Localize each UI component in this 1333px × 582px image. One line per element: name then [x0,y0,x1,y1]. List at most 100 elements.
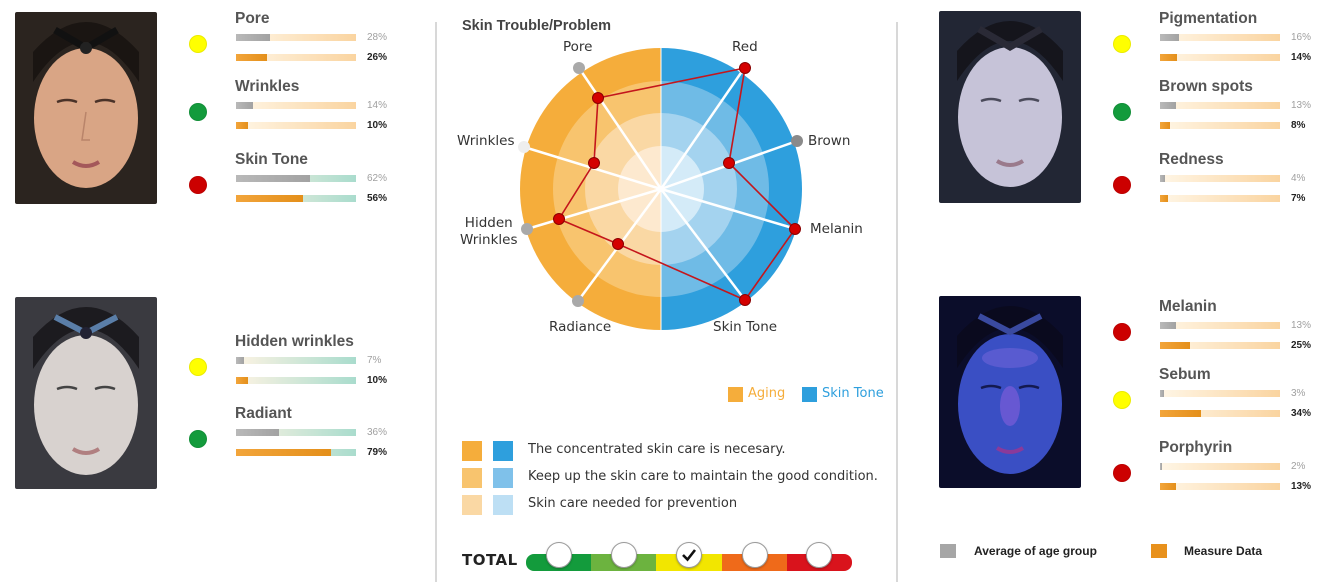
average-bar-fill [1160,390,1164,397]
measure-bar-fill [1160,54,1177,61]
status-dot [1113,176,1131,194]
legend-aging-label: Aging [748,386,786,401]
radar-data-points [553,62,801,306]
status-dot [1113,323,1131,341]
average-bar [236,357,356,364]
metric-name: Redness [1159,151,1224,168]
legend-skintone-label: Skin Tone [822,386,884,401]
radar-label-brown: Brown [808,133,851,149]
radar-label-pore: Pore [563,39,593,55]
average-bar [1160,322,1280,329]
metric-wrinkles: Wrinkles 14% 10% [189,78,419,142]
metric-skin-tone: Skin Tone 62% 56% [189,151,419,215]
rec-skintone-swatch [493,468,513,488]
skintone-ring-inner [661,146,704,232]
radar-label-radiance: Radiance [549,319,612,335]
average-value: 62% [367,173,388,184]
measure-value: 34% [1291,408,1312,419]
measure-bar-fill [1160,410,1201,417]
measure-bar-fill [236,377,248,384]
scale-marker-checked [676,542,702,568]
scale-marker [611,542,637,568]
checkmark-icon [682,549,697,562]
status-dot [189,176,207,194]
average-value: 7% [367,355,382,366]
status-dot [1113,35,1131,53]
recommendation-text: The concentrated skin care is necesary. [528,442,786,457]
legend-average-swatch [940,544,956,558]
average-bar-fill [236,34,270,41]
measure-bar [1160,122,1280,129]
radar-label-hidden-wrinkles: Hidden Wrinkles [460,215,518,248]
radar-label-melanin: Melanin [810,221,863,237]
measure-bar-fill [1160,122,1170,129]
measure-bar [236,122,356,129]
right-divider [896,22,898,582]
measure-bar-fill [1160,342,1190,349]
average-bar-fill [1160,322,1176,329]
average-bar [236,34,356,41]
average-value: 36% [367,427,388,438]
measure-value: 10% [367,120,388,131]
face-photo-light [15,297,157,489]
measure-value: 79% [367,447,388,458]
legend-skintone-swatch [802,387,817,402]
measure-bar-fill [236,54,268,61]
status-dot [189,430,207,448]
average-bar [236,175,356,182]
measure-bar-fill [236,449,331,456]
scale-marker [546,542,572,568]
average-bar [236,429,356,436]
measure-bar-fill [1160,483,1176,490]
average-bar-fill [236,175,311,182]
status-dot [1113,103,1131,121]
average-bar-fill [1160,34,1180,41]
metric-pore: Pore 28% 26% [189,10,419,74]
status-dot [189,103,207,121]
total-label: TOTAL [462,551,518,569]
average-value: 4% [1291,173,1306,184]
rec-aging-swatch [462,468,482,488]
measure-bar [1160,54,1280,61]
radar-chart-title: Skin Trouble/Problem [462,18,612,34]
average-value: 13% [1291,320,1312,331]
radar-label-wrinkles: Wrinkles [457,133,515,149]
metric-redness: Redness 4% 7% [1113,151,1333,215]
left-divider [435,22,437,582]
measure-bar [1160,483,1280,490]
face-photo-uv [939,296,1081,488]
measure-bar [236,195,356,202]
metric-name: Porphyrin [1159,439,1233,456]
aging-ring-inner [618,146,661,232]
rec-aging-swatch [462,495,482,515]
radar-label-red: Red [732,39,758,55]
measure-value: 7% [1291,193,1306,204]
face-photo-polarized [939,11,1081,203]
metric-radiant: Radiant 36% 79% [189,405,419,469]
metric-pigmentation: Pigmentation 16% 14% [1113,10,1333,74]
measure-bar-fill [236,195,304,202]
metric-name: Radiant [235,405,292,422]
recommendation-text: Keep up the skin care to maintain the go… [528,469,878,484]
average-value: 3% [1291,388,1306,399]
measure-bar [236,54,356,61]
measure-value: 13% [1291,481,1312,492]
average-bar-fill [1160,463,1163,470]
rec-skintone-swatch [493,441,513,461]
rec-skintone-swatch [493,495,513,515]
measure-value: 10% [367,375,388,386]
measure-value: 26% [367,52,388,63]
metric-name: Hidden wrinkles [235,333,354,350]
measure-bar [1160,342,1280,349]
average-bar-fill [236,429,280,436]
status-dot [189,35,207,53]
radar-label-skin-tone: Skin Tone [713,319,778,335]
metric-hidden-wrinkles: Hidden wrinkles 7% 10% [189,333,419,397]
recommendation-text: Skin care needed for prevention [528,496,738,511]
scale-marker [742,542,768,568]
measure-value: 56% [367,193,388,204]
metric-sebum: Sebum 3% 34% [1113,366,1333,430]
metric-name: Wrinkles [235,78,300,95]
average-bar [1160,463,1280,470]
